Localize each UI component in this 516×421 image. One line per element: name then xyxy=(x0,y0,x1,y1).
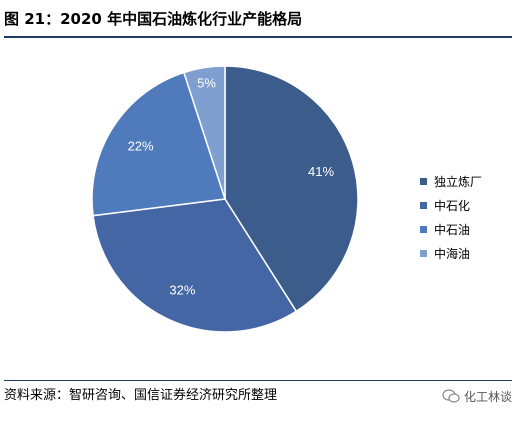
slice-value-label: 22% xyxy=(128,138,154,153)
wechat-icon xyxy=(442,389,460,403)
pie-slice-1 xyxy=(224,65,359,313)
pie-slice-4 xyxy=(182,65,226,200)
legend-item: 独立炼厂 xyxy=(420,169,512,193)
legend-swatch xyxy=(420,249,427,257)
title-divider xyxy=(4,36,512,38)
legend-swatch xyxy=(420,201,427,209)
source-note: 资料来源：智研咨询、国信证券经济研究所整理 xyxy=(4,388,278,403)
pie-chart: 41% 32% 22% 5% xyxy=(91,65,359,333)
legend-item: 中海油 xyxy=(420,241,512,265)
pie-slice-2 xyxy=(92,198,298,333)
legend-item: 中石化 xyxy=(420,193,512,217)
footer-divider xyxy=(4,380,512,381)
legend-swatch xyxy=(420,225,427,233)
legend-label: 中石化 xyxy=(434,198,471,213)
figure-title: 图 21：2020 年中国石油炼化行业产能格局 xyxy=(4,10,303,28)
watermark: 化工林谈 xyxy=(416,384,512,408)
legend-label: 独立炼厂 xyxy=(434,174,483,189)
legend-label: 中石油 xyxy=(434,222,471,237)
legend-item: 中石油 xyxy=(420,217,512,241)
chart-legend: 独立炼厂 中石化 中石油 中海油 xyxy=(420,169,512,265)
pie-slice-3 xyxy=(91,71,226,217)
legend-swatch xyxy=(420,177,427,185)
slice-value-label: 32% xyxy=(169,283,195,298)
legend-label: 中海油 xyxy=(434,246,471,261)
watermark-text: 化工林谈 xyxy=(463,389,512,404)
slice-value-label: 41% xyxy=(308,164,334,179)
slice-value-label: 5% xyxy=(197,76,216,91)
